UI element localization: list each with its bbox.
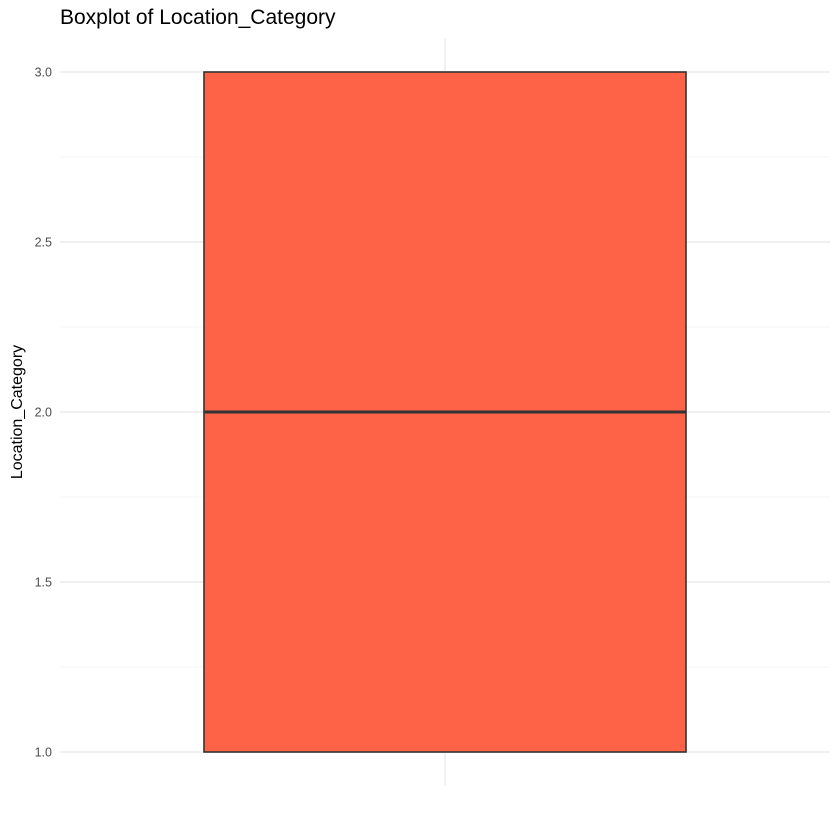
- box-layer: [203, 71, 687, 753]
- y-tick-label: 2.0: [35, 406, 52, 420]
- y-axis-title: Location_Category: [9, 345, 26, 479]
- y-tick-label: 3.0: [35, 66, 52, 80]
- y-tick-label: 1.5: [35, 576, 52, 590]
- y-tick-label: 2.5: [35, 236, 52, 250]
- chart-title: Boxplot of Location_Category: [60, 6, 336, 29]
- y-tick-label: 1.0: [35, 746, 52, 760]
- y-axis-ticks: 1.0 1.5 2.0 2.5 3.0: [35, 66, 52, 760]
